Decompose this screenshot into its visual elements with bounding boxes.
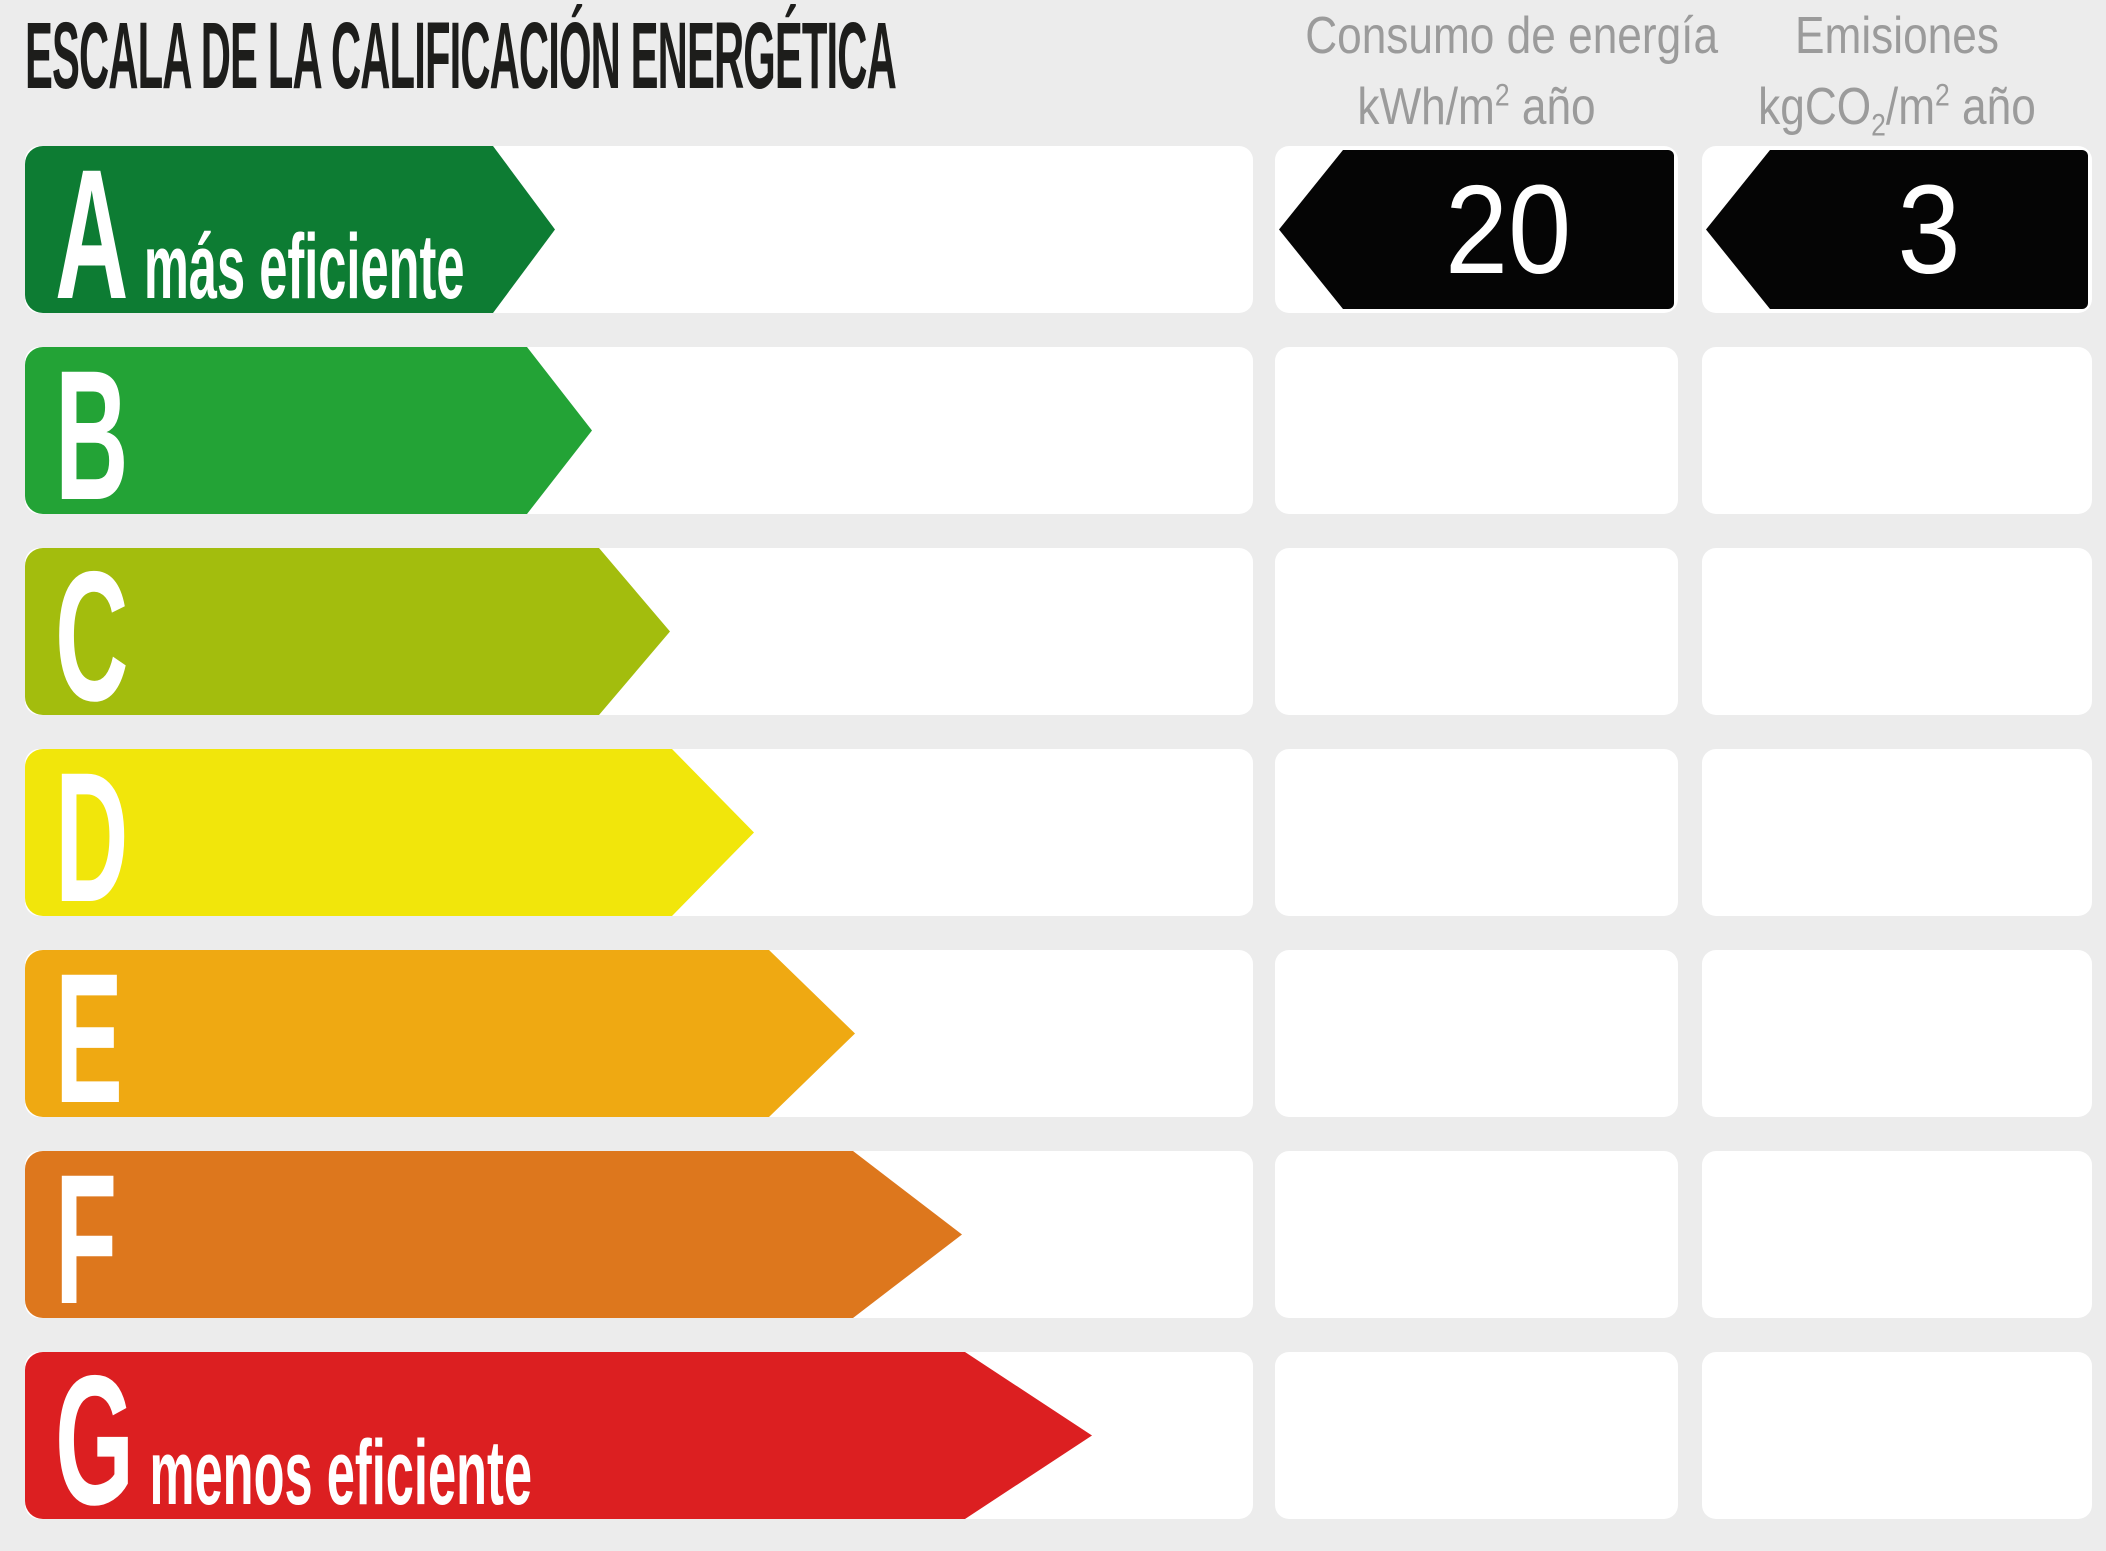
emissions-header-title: Emisiones [1795,7,1999,65]
rating-bar-text-f: F [55,1157,117,1324]
rating-bar-c: C [25,548,670,715]
rating-bar-label-a: más eficiente [143,216,465,318]
rating-letter-c: C [55,534,129,740]
rating-row-c: C [0,548,2106,715]
rating-bar-text-b: B [55,353,128,520]
emissions-header-unit: kgCO2/m2 año [1758,78,2036,143]
emissions-cell-c [1702,548,2092,715]
consumption-value: 20 [1445,158,1572,300]
rating-row-b: B [0,347,2106,514]
rating-letter-a: A [55,132,129,338]
consumption-header-title: Consumo de energía [1305,7,1719,65]
rating-letter-e: E [55,936,123,1142]
rating-row-e: E [0,950,2106,1117]
rating-bar-d: D [25,749,754,916]
emissions-value-arrow: 3 [1706,150,2088,309]
rating-bar-text-e: E [55,956,123,1123]
rating-letter-b: B [55,333,129,539]
rating-bar-b: B [25,347,592,514]
rating-letter-d: D [55,735,129,941]
rating-bar-f: F [25,1151,962,1318]
consumption-cell-e [1275,950,1678,1117]
emissions-cell-d [1702,749,2092,916]
consumption-cell-b [1275,347,1678,514]
rating-row-f: F [0,1151,2106,1318]
emissions-cell-e [1702,950,2092,1117]
emissions-value: 3 [1897,158,1961,300]
emissions-cell-f [1702,1151,2092,1318]
rating-bar-e: E [25,950,855,1117]
emissions-cell-g [1702,1352,2092,1519]
rating-bar-label-g: menos eficiente [149,1422,532,1524]
consumption-value-arrow: 20 [1279,150,1674,309]
consumption-cell-f [1275,1151,1678,1318]
emissions-cell-a: 3 [1702,146,2092,313]
rating-row-d: D [0,749,2106,916]
consumption-cell-c [1275,548,1678,715]
rating-letter-f: F [55,1137,118,1343]
consumption-cell-a: 20 [1275,146,1678,313]
consumption-cell-d [1275,749,1678,916]
rating-bar-text-d: D [55,755,128,922]
emissions-column-header: Emisiones kgCO2/m2 año [1731,6,2063,156]
rating-letter-g: G [55,1338,135,1544]
rating-bar-text-c: C [55,554,128,721]
emissions-cell-b [1702,347,2092,514]
consumption-header-unit: kWh/m2 año [1357,78,1596,137]
consumption-cell-g [1275,1352,1678,1519]
consumption-column-header: Consumo de energía kWh/m2 año [1305,6,1718,137]
page-title: ESCALA DE LA CALIFICACIÓN ENERGÉTICA [25,3,897,109]
